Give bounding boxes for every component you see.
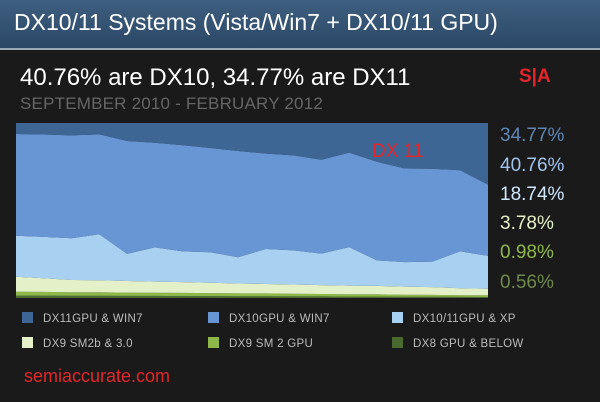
legend-swatch xyxy=(22,337,33,348)
area-dx9-sm-2-gpu xyxy=(16,291,488,297)
date-range-subtitle: SEPTEMBER 2010 - FEBRUARY 2012 xyxy=(20,94,324,113)
legend-label: DX8 GPU & BELOW xyxy=(413,338,524,350)
percent-label-dx8-gpu-below: 0.56% xyxy=(500,272,554,293)
percent-label-dx10gpu-win7: 40.76% xyxy=(500,155,565,176)
title-bar: DX10/11 Systems (Vista/Win7 + DX10/11 GP… xyxy=(0,0,600,50)
legend-label: DX11GPU & WIN7 xyxy=(43,313,143,325)
legend-label: DX10/11GPU & XP xyxy=(413,313,516,325)
percent-label-dx10-11gpu-xp: 18.74% xyxy=(500,184,565,205)
legend-swatch xyxy=(22,312,33,323)
legend-swatch xyxy=(208,337,219,348)
area-series-group xyxy=(16,123,488,298)
legend-swatch xyxy=(392,337,403,348)
area-dx10gpu-win7 xyxy=(16,134,488,263)
legend-item-dx9-sm-2-gpu: DX9 SM 2 GPU xyxy=(208,337,313,353)
area-dx8-gpu-below xyxy=(16,295,488,298)
area-dx9-sm2b-3-0 xyxy=(16,276,488,296)
area-dx10-11gpu-xp xyxy=(16,234,488,289)
chart-title: DX10/11 Systems (Vista/Win7 + DX10/11 GP… xyxy=(14,9,498,35)
legend-swatch xyxy=(392,312,403,323)
legend-item-dx9-sm2b-3-0: DX9 SM2b & 3.0 xyxy=(22,337,133,353)
sa-logo: S|A xyxy=(519,66,551,87)
percent-label-dx11gpu-win7: 34.77% xyxy=(500,125,565,146)
dx11-annotation: DX 11 xyxy=(372,141,423,162)
headline: 40.76% are DX10, 34.77% are DX11 xyxy=(20,64,411,91)
source-credit: semiaccurate.com xyxy=(24,366,171,386)
percent-label-dx9-sm2b-3-0: 3.78% xyxy=(500,213,554,234)
legend-item-dx11gpu-win7: DX11GPU & WIN7 xyxy=(22,312,143,328)
legend-swatch xyxy=(208,312,219,323)
legend-item-dx10gpu-win7: DX10GPU & WIN7 xyxy=(208,312,330,328)
legend-label: DX9 SM 2 GPU xyxy=(229,338,314,350)
area-dx11gpu-win7 xyxy=(16,123,488,185)
legend-item-dx8-gpu-below: DX8 GPU & BELOW xyxy=(392,337,524,353)
legend-item-dx10-11gpu-xp: DX10/11GPU & XP xyxy=(392,312,516,328)
legend-label: DX10GPU & WIN7 xyxy=(229,313,330,325)
percent-label-dx9-sm-2-gpu: 0.98% xyxy=(500,242,554,263)
legend-label: DX9 SM2b & 3.0 xyxy=(43,338,133,350)
